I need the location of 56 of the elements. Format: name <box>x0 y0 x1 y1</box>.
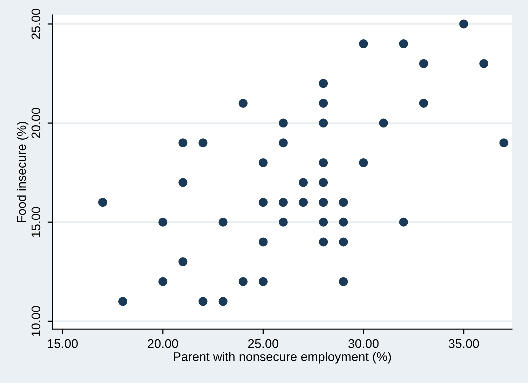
point <box>460 20 469 29</box>
point <box>319 79 328 88</box>
point <box>258 158 268 168</box>
y-tick-label: 10.00 <box>32 306 41 336</box>
point <box>359 40 368 49</box>
y-tick-label: 15.00 <box>32 207 41 238</box>
point <box>238 98 248 108</box>
point <box>319 218 328 227</box>
point <box>218 297 228 306</box>
point <box>258 238 268 247</box>
point <box>278 198 288 208</box>
point <box>198 297 208 306</box>
x-tick-label: 30.00 <box>348 339 379 348</box>
point <box>419 59 428 68</box>
point <box>98 198 108 208</box>
point <box>319 118 328 128</box>
point <box>118 297 128 306</box>
point <box>319 98 328 108</box>
point <box>339 198 348 208</box>
point <box>319 198 328 208</box>
point <box>379 118 388 128</box>
point <box>258 277 268 286</box>
y-tick-label: 25.00 <box>32 9 41 40</box>
point <box>359 158 368 168</box>
point <box>258 198 268 208</box>
point <box>299 178 308 188</box>
point <box>319 178 328 188</box>
point <box>399 40 408 49</box>
x-tick-label: 15.00 <box>48 339 78 348</box>
point <box>399 218 408 227</box>
y-tick-label: 20.00 <box>32 108 41 138</box>
point <box>339 238 348 247</box>
point <box>319 158 328 168</box>
point <box>278 118 288 128</box>
x-axis-title: Parent with nonsecure employment (%) <box>174 352 392 364</box>
point <box>319 238 328 247</box>
point <box>339 277 348 286</box>
point <box>178 138 188 148</box>
x-tick-label: 20.00 <box>148 339 178 348</box>
point <box>158 277 168 286</box>
point <box>500 138 509 148</box>
y-axis-title: Food insecure (%) <box>16 122 29 222</box>
point <box>158 218 168 227</box>
x-tick-label: 35.00 <box>448 339 480 348</box>
point <box>238 277 248 286</box>
x-tick-label: 25.00 <box>248 339 279 348</box>
point <box>480 59 489 68</box>
point <box>419 98 428 108</box>
point <box>278 218 288 227</box>
point <box>178 258 188 267</box>
point <box>218 218 228 227</box>
point <box>278 138 288 148</box>
point <box>178 178 188 188</box>
point <box>339 218 348 227</box>
point <box>299 198 308 208</box>
point <box>198 138 208 148</box>
